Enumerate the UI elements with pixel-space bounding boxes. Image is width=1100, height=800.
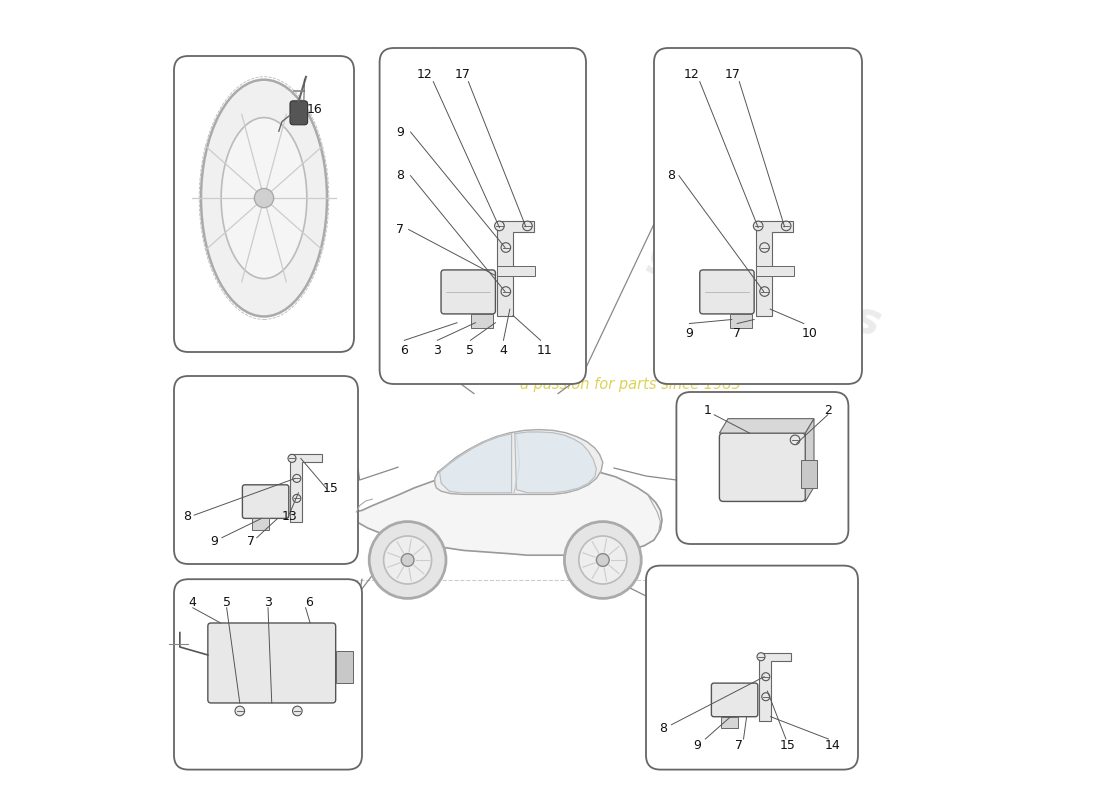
- Polygon shape: [756, 221, 793, 315]
- FancyBboxPatch shape: [700, 270, 755, 314]
- Text: 11: 11: [537, 344, 552, 357]
- FancyBboxPatch shape: [646, 566, 858, 770]
- Bar: [471, 314, 494, 328]
- Circle shape: [781, 221, 791, 230]
- Polygon shape: [352, 466, 662, 555]
- Bar: [336, 651, 353, 683]
- FancyBboxPatch shape: [654, 48, 862, 384]
- Ellipse shape: [201, 80, 327, 317]
- Text: 7: 7: [396, 223, 404, 236]
- Circle shape: [754, 221, 763, 230]
- Circle shape: [293, 474, 300, 482]
- Polygon shape: [515, 432, 596, 493]
- Bar: [802, 460, 817, 488]
- Text: 5: 5: [466, 344, 474, 357]
- Text: 7: 7: [734, 327, 741, 340]
- FancyBboxPatch shape: [174, 376, 358, 564]
- Text: 7: 7: [248, 535, 255, 548]
- Circle shape: [760, 242, 769, 252]
- Text: 15: 15: [780, 738, 796, 752]
- Ellipse shape: [221, 118, 307, 278]
- FancyBboxPatch shape: [174, 579, 362, 770]
- Polygon shape: [756, 266, 794, 275]
- Polygon shape: [497, 266, 536, 275]
- Circle shape: [579, 536, 627, 584]
- Text: 8: 8: [396, 169, 404, 182]
- Circle shape: [370, 522, 446, 598]
- FancyBboxPatch shape: [208, 623, 336, 703]
- Text: 15: 15: [322, 482, 339, 495]
- Text: 9: 9: [693, 738, 701, 752]
- Circle shape: [235, 706, 244, 716]
- FancyBboxPatch shape: [290, 101, 308, 125]
- Polygon shape: [497, 221, 534, 315]
- Text: 1: 1: [703, 404, 712, 417]
- Text: 16: 16: [307, 102, 322, 116]
- FancyBboxPatch shape: [712, 683, 758, 717]
- Text: 12: 12: [683, 68, 700, 82]
- Text: 14: 14: [825, 738, 840, 752]
- FancyBboxPatch shape: [719, 433, 805, 502]
- FancyBboxPatch shape: [242, 485, 289, 518]
- Text: 8: 8: [659, 722, 667, 735]
- FancyBboxPatch shape: [174, 56, 354, 352]
- Text: 17: 17: [454, 68, 470, 82]
- Bar: [252, 518, 270, 530]
- Circle shape: [500, 286, 510, 296]
- Text: 4: 4: [499, 344, 507, 357]
- Text: 9: 9: [685, 327, 693, 340]
- Circle shape: [757, 653, 764, 661]
- Text: 6: 6: [400, 344, 408, 357]
- Circle shape: [384, 536, 431, 584]
- Circle shape: [500, 242, 510, 252]
- Circle shape: [762, 693, 770, 701]
- Polygon shape: [440, 434, 512, 493]
- Text: 3: 3: [433, 344, 441, 357]
- Circle shape: [596, 554, 609, 566]
- Bar: [720, 717, 738, 728]
- Text: 12: 12: [417, 68, 433, 82]
- Polygon shape: [805, 418, 814, 502]
- FancyBboxPatch shape: [379, 48, 586, 384]
- Text: guinparts: guinparts: [642, 230, 887, 346]
- Text: 2: 2: [824, 404, 832, 417]
- Circle shape: [402, 554, 414, 566]
- Polygon shape: [289, 454, 321, 522]
- Text: 8: 8: [667, 169, 674, 182]
- Text: 9: 9: [210, 535, 219, 548]
- Text: 8: 8: [183, 510, 191, 523]
- Circle shape: [254, 189, 274, 208]
- Text: 13: 13: [282, 510, 298, 523]
- Text: a passion for parts since 1985: a passion for parts since 1985: [519, 377, 740, 391]
- Polygon shape: [759, 653, 791, 721]
- Text: 7: 7: [735, 738, 744, 752]
- FancyBboxPatch shape: [676, 392, 848, 544]
- Circle shape: [564, 522, 641, 598]
- Circle shape: [790, 435, 800, 445]
- Text: 6: 6: [306, 595, 313, 609]
- Circle shape: [288, 454, 296, 462]
- Bar: [729, 314, 752, 328]
- Polygon shape: [719, 418, 814, 433]
- Circle shape: [293, 494, 300, 502]
- Text: 17: 17: [725, 68, 741, 82]
- Circle shape: [293, 706, 303, 716]
- Text: 10: 10: [802, 327, 818, 340]
- Circle shape: [495, 221, 504, 230]
- Polygon shape: [434, 430, 603, 494]
- FancyBboxPatch shape: [441, 270, 495, 314]
- Circle shape: [522, 221, 532, 230]
- Circle shape: [762, 673, 770, 681]
- Text: 3: 3: [264, 595, 272, 609]
- Text: 9: 9: [396, 126, 404, 138]
- Text: 4: 4: [189, 595, 197, 609]
- Circle shape: [760, 286, 769, 296]
- Text: 5: 5: [222, 595, 231, 609]
